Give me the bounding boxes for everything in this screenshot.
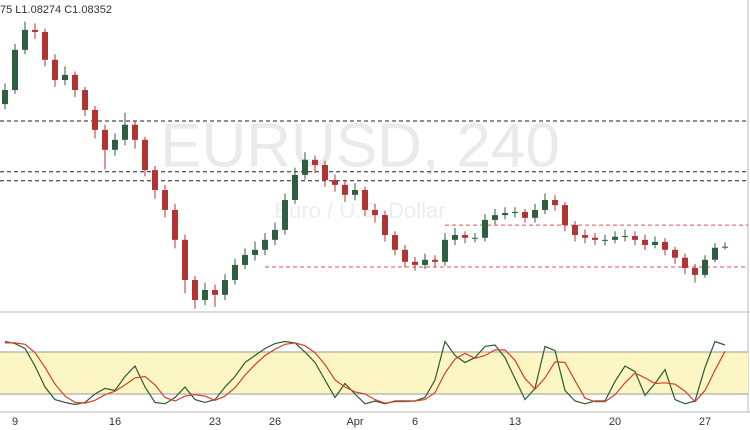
candle-body xyxy=(432,259,438,262)
candle-body xyxy=(472,237,478,239)
candle-body xyxy=(172,209,178,240)
candle-body xyxy=(352,190,358,195)
candle-body xyxy=(302,159,308,175)
x-tick-label: 20 xyxy=(609,416,621,428)
candle-body xyxy=(262,239,268,250)
candle-body xyxy=(722,246,728,248)
candle-body xyxy=(402,249,408,262)
candle-body xyxy=(12,49,18,91)
candle-body xyxy=(72,74,78,91)
x-tick-label: 13 xyxy=(509,416,521,428)
ohlc-header: 75 L1.08274 C1.08352 xyxy=(0,4,112,16)
candle-body xyxy=(462,235,468,238)
candle-body xyxy=(622,236,628,238)
watermark: EURUSD, 240 xyxy=(160,111,560,180)
candle-body xyxy=(342,184,348,195)
candle-body xyxy=(442,239,448,262)
candle-body xyxy=(712,247,718,260)
candle-body xyxy=(272,229,278,240)
candle-body xyxy=(592,237,598,240)
candle-body xyxy=(132,124,138,140)
candle-body xyxy=(522,212,528,218)
x-tick-label: 27 xyxy=(699,416,711,428)
x-tick-label: Apr xyxy=(346,416,363,428)
candle-body xyxy=(682,257,688,269)
candle-body xyxy=(182,239,188,281)
candle-body xyxy=(232,264,238,281)
candle-body xyxy=(702,259,708,275)
candle-body xyxy=(662,241,668,250)
candle-body xyxy=(112,139,118,150)
candle-body xyxy=(152,170,158,191)
candle-body xyxy=(212,290,218,295)
candle-body xyxy=(122,124,128,140)
candle-body xyxy=(492,215,498,220)
x-tick-label: 26 xyxy=(269,416,281,428)
candle-body xyxy=(102,129,108,150)
candle-body xyxy=(552,199,558,206)
candle-body xyxy=(372,209,378,216)
candle-body xyxy=(582,235,588,238)
candle-body xyxy=(242,254,248,265)
candle-body xyxy=(642,239,648,245)
candle-body xyxy=(672,249,678,258)
candle-body xyxy=(612,236,618,240)
watermark-subtitle: Euro / U.S. Dollar xyxy=(274,198,445,223)
candle-body xyxy=(392,235,398,250)
candle-body xyxy=(2,90,8,105)
x-tick-label: 16 xyxy=(109,416,121,428)
candle-body xyxy=(42,31,48,60)
candle-body xyxy=(312,159,318,165)
candle-body xyxy=(562,205,568,226)
candle-body xyxy=(452,235,458,240)
candle-body xyxy=(332,180,338,185)
candle-body xyxy=(82,90,88,110)
candle-body xyxy=(632,236,638,240)
stoch-band xyxy=(0,352,748,394)
candle-body xyxy=(192,280,198,300)
candle-body xyxy=(412,261,418,265)
candle-body xyxy=(572,225,578,236)
stoch-line xyxy=(5,342,726,404)
candle-body xyxy=(512,212,518,214)
candle-body xyxy=(222,280,228,295)
candle-body xyxy=(282,199,288,230)
candle-body xyxy=(532,209,538,218)
candle-body xyxy=(422,259,428,265)
candle-body xyxy=(62,74,68,81)
candle-body xyxy=(52,59,58,81)
candle-body xyxy=(482,219,488,238)
x-tick-label: 9 xyxy=(12,416,18,428)
candle-body xyxy=(142,139,148,171)
candle-body xyxy=(382,215,388,236)
candle-body xyxy=(322,164,328,181)
candle-body xyxy=(92,109,98,130)
candle-body xyxy=(602,239,608,241)
x-tick-label: 23 xyxy=(209,416,221,428)
candle-body xyxy=(252,249,258,255)
candle-body xyxy=(542,199,548,210)
candle-body xyxy=(32,29,38,32)
candle-body xyxy=(292,174,298,200)
candle-body xyxy=(502,213,508,216)
candle-body xyxy=(22,29,28,50)
x-tick-label: 6 xyxy=(412,416,418,428)
candle-body xyxy=(202,290,208,300)
candle-body xyxy=(652,241,658,245)
candle-body xyxy=(692,268,698,275)
candle-body xyxy=(362,190,368,210)
candle-body xyxy=(162,190,168,210)
